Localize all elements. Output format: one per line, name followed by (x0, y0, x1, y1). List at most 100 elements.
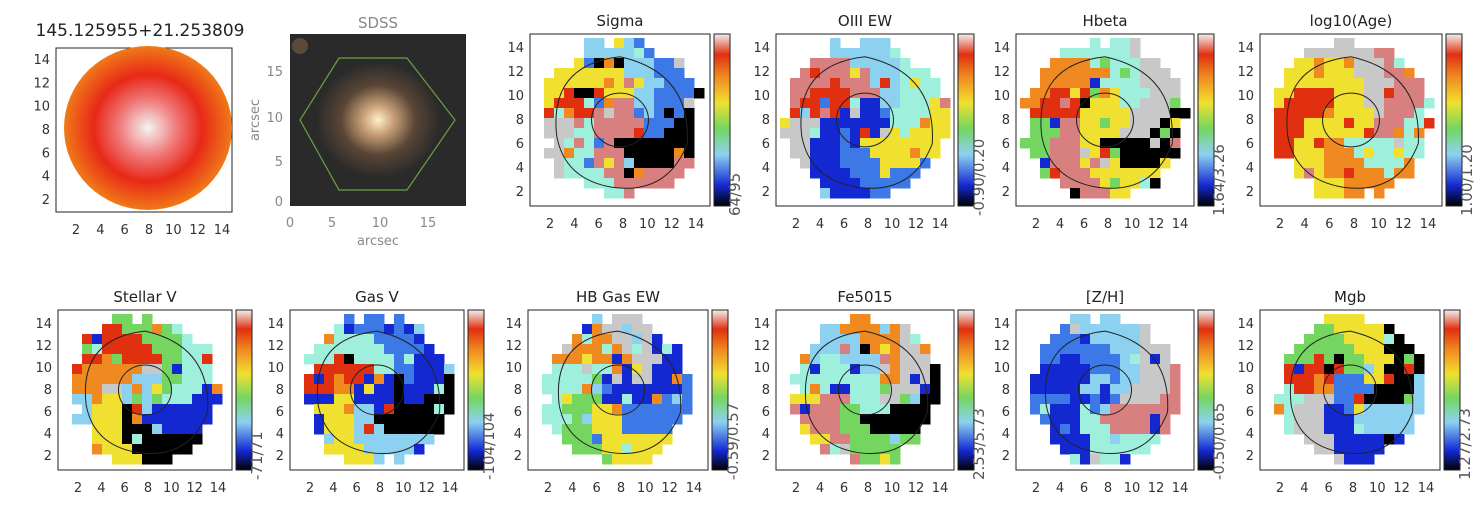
map-title: Mgb (1334, 288, 1366, 306)
map-ytick: 6 (516, 137, 524, 152)
map-xtick: 8 (1349, 481, 1357, 496)
map-xtick: 2 (546, 217, 554, 232)
map-ytick: 10 (505, 361, 522, 376)
map-ytick: 6 (1002, 405, 1010, 420)
map-ytick: 2 (516, 185, 524, 200)
map-xtick: 14 (686, 481, 703, 496)
map-image (544, 38, 705, 199)
map-xtick: 12 (663, 217, 680, 232)
map-ytick: 14 (35, 317, 52, 332)
map-ytick: 12 (267, 339, 284, 354)
map-ytick: 12 (505, 339, 522, 354)
map-ytick: 8 (1246, 113, 1254, 128)
map-xtick: 2 (1276, 217, 1284, 232)
colorbar (711, 309, 729, 471)
object-id-title: 145.125955+21.253809 (36, 21, 245, 41)
map-xtick: 10 (1370, 217, 1387, 232)
map-ytick: 4 (276, 427, 284, 442)
map-ytick: 14 (267, 317, 284, 332)
map-xtick: 8 (144, 481, 152, 496)
map-ytick: 8 (1246, 383, 1254, 398)
map-xtick: 6 (1080, 481, 1088, 496)
sdss-xtick: 10 (372, 216, 389, 231)
flux-ytick: 2 (42, 193, 50, 208)
map-ytick: 6 (762, 137, 770, 152)
map-xtick: 8 (864, 217, 872, 232)
flux-map-panel: 2 4 6 8 10 12 14 2 4 6 8 10 12 14 (33, 46, 233, 238)
map-ytick: 14 (993, 317, 1010, 332)
map-ytick: 6 (1246, 405, 1254, 420)
colorbar-range: 1.64/3.26 (1210, 144, 1228, 216)
map-ytick: 8 (276, 383, 284, 398)
map-ytick: 14 (1237, 317, 1254, 332)
map-xtick: 10 (884, 481, 901, 496)
map-image (1274, 314, 1425, 465)
map-xtick: 12 (661, 481, 678, 496)
map-ytick: 14 (753, 317, 770, 332)
map-ytick: 6 (1246, 137, 1254, 152)
map-xtick: 6 (353, 481, 361, 496)
map-xtick: 14 (1420, 217, 1437, 232)
map-ytick: 4 (762, 427, 770, 442)
map-xtick: 14 (1418, 481, 1435, 496)
map-xtick: 6 (1325, 481, 1333, 496)
flux-contours (555, 56, 688, 189)
sdss-ylabel: arcsec (248, 99, 263, 141)
map-ytick: 10 (1237, 89, 1254, 104)
map-ytick: 6 (514, 405, 522, 420)
colorbar (1443, 309, 1461, 471)
map-ytick: 8 (762, 383, 770, 398)
colorbar-range: 2.53/5.73 (970, 408, 988, 480)
map-xtick: 14 (688, 217, 705, 232)
map-ytick: 10 (753, 89, 770, 104)
map-ytick: 12 (993, 339, 1010, 354)
map-panel-z_h: [Z/H] 2 4 6 8 10 12 14 2 4 6 8 10 12 14 -0.50/0.65 (993, 288, 1228, 496)
map-ytick: 2 (514, 449, 522, 464)
map-xtick: 14 (1172, 481, 1189, 496)
map-xtick: 14 (1172, 217, 1189, 232)
flux-xtick: 4 (96, 223, 104, 238)
map-ytick: 2 (1246, 185, 1254, 200)
flux-contours (316, 330, 441, 454)
map-ytick: 6 (762, 405, 770, 420)
map-panel-mgb: Mgb 2 4 6 8 10 12 14 2 4 6 8 10 12 14 1.27/2.73 (1237, 288, 1474, 496)
map-xtick: 10 (637, 481, 654, 496)
map-xtick: 6 (840, 481, 848, 496)
map-ytick: 4 (1002, 161, 1010, 176)
map-xtick: 2 (792, 481, 800, 496)
map-ytick: 2 (1246, 449, 1254, 464)
flux-ytick: 14 (33, 53, 50, 68)
flux-contours (557, 330, 682, 454)
map-panel-hbeta: Hbeta 2 4 6 8 10 12 14 2 4 6 8 10 12 14 1.64/3.26 (993, 12, 1228, 232)
map-xtick: 8 (1104, 481, 1112, 496)
colorbar-range: 1.00/1.20 (1458, 144, 1476, 216)
map-xtick: 2 (792, 217, 800, 232)
map-xtick: 4 (570, 217, 578, 232)
map-ytick: 8 (44, 383, 52, 398)
colorbar (235, 309, 253, 471)
map-panel-fe5015: Fe5015 2 4 6 8 10 12 14 2 4 6 8 10 12 14 2.53/5.73 (753, 288, 988, 496)
flux-xtick: 14 (214, 223, 231, 238)
map-xtick: 8 (376, 481, 384, 496)
map-ytick: 2 (762, 449, 770, 464)
map-xtick: 4 (1300, 481, 1308, 496)
colorbar-range: 64/95 (726, 173, 744, 216)
map-xtick: 8 (617, 481, 625, 496)
flux-contours (1040, 56, 1173, 189)
map-title: HB Gas EW (576, 288, 660, 306)
flux-ytick: 12 (33, 76, 50, 91)
map-ytick: 2 (762, 185, 770, 200)
flux-ytick: 10 (33, 100, 50, 115)
sdss-ytick: 15 (266, 65, 283, 80)
map-xtick: 12 (1393, 481, 1410, 496)
map-ytick: 8 (762, 113, 770, 128)
map-ytick: 4 (1246, 427, 1254, 442)
map-xtick: 2 (1032, 481, 1040, 496)
map-xtick: 4 (568, 481, 576, 496)
flux-xtick: 10 (165, 223, 182, 238)
map-ytick: 4 (762, 161, 770, 176)
map-xtick: 2 (1276, 481, 1284, 496)
map-ytick: 10 (993, 361, 1010, 376)
map-title: Stellar V (113, 288, 177, 306)
